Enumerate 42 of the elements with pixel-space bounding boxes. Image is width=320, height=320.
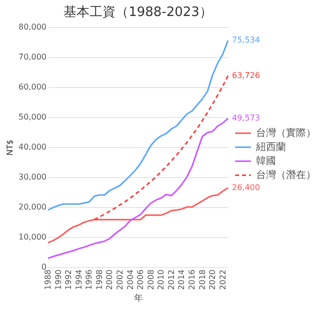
x-tick-label: 2022 [218,270,228,290]
x-tick-label: 2000 [105,270,114,290]
legend-label: 紐西蘭 [255,141,286,154]
x-tick-label: 1990 [54,270,63,290]
x-axis-title: 年 [134,292,143,304]
data-label: 49,573 [232,113,260,122]
x-tick-label: 2020 [208,270,218,290]
data-label: 63,726 [232,70,260,80]
x-tick-label: 2016 [188,270,196,290]
y-axis-title: NT$ [6,140,15,156]
y-tick-label: 70,000 [18,52,46,62]
y-tick-label: 50,000 [18,112,46,122]
y-tick-label: 20,000 [18,202,46,212]
data-label: 26,400 [232,182,260,192]
y-tick-label: 0 [41,262,46,272]
line-series [47,118,229,260]
y-tick-label: 40,000 [18,142,46,152]
y-tick-label: 60,000 [18,82,46,92]
legend-label: 台灣（潛在） [256,169,316,182]
x-tick-label: 2010 [156,270,166,290]
legend-label: 韓國 [256,155,276,168]
x-tick-label: 2002 [116,270,124,290]
x-tick-label: 2018 [198,270,207,290]
legend-label: 台灣（實際） [256,127,316,140]
x-tick-label: 1998 [94,270,104,290]
x-tick-label: 2012 [166,270,176,290]
x-tick-label: 2008 [146,270,156,290]
line-series [47,187,229,244]
y-tick-label: 30,000 [18,172,46,182]
line-series [94,75,229,220]
x-tick-label: 2006 [136,270,146,290]
data-label: 75,534 [232,35,260,44]
y-tick-label: 10,000 [18,232,46,242]
x-tick-label: 1992 [64,270,74,290]
x-tick-label: 1988 [44,270,52,290]
line-series [47,40,229,211]
x-tick-label: 1996 [84,270,94,290]
x-tick-label: 2004 [126,270,135,290]
chart-title: 基本工資（1988-2023） [64,5,212,20]
x-tick-label: 2014 [177,270,186,290]
x-tick-label: 1994 [74,270,84,290]
y-tick-label: 80,000 [18,22,46,32]
